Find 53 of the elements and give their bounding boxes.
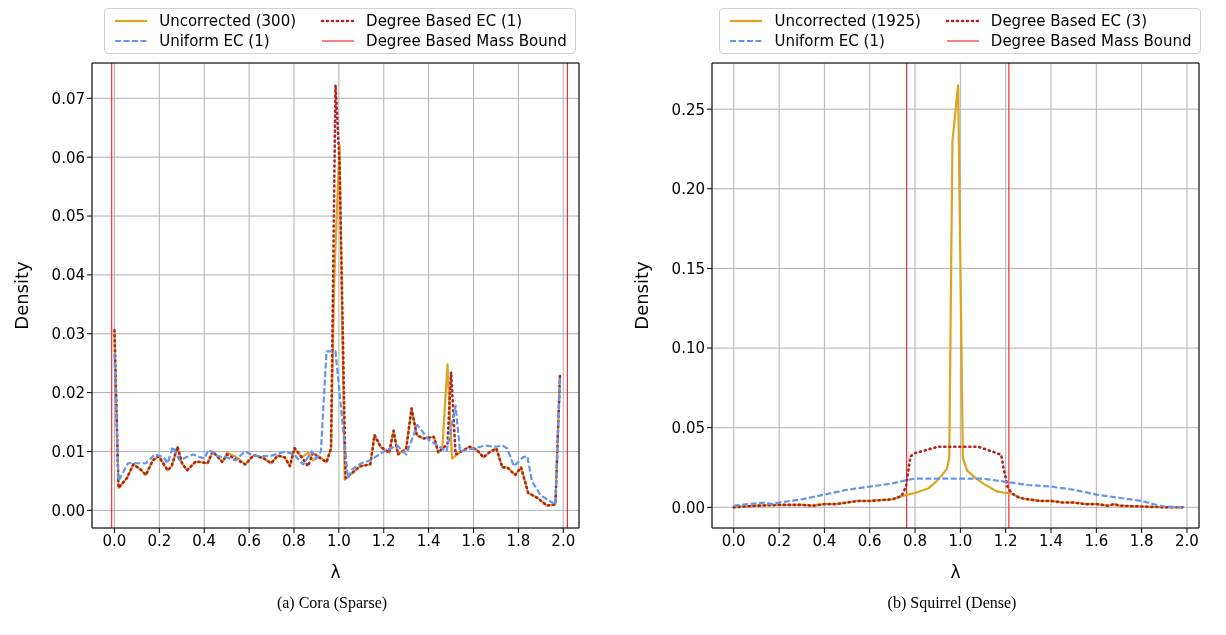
x-tick-label: 1.4 [416,531,441,550]
y-tick-label: 0.15 [671,259,705,278]
x-tick-label: 0.0 [721,531,746,550]
x-tick-label: 0.8 [282,531,306,550]
y-tick-label: 0.01 [51,442,85,461]
text: (a) Cora (Sparse) [275,594,389,612]
y-tick-label: 0.05 [671,419,705,437]
x-tick-label: 0.2 [767,531,792,550]
x-tick-label: 1.8 [1129,531,1154,550]
legend-label: Uniform EC (1) [774,32,885,50]
x-tick-label: 2.0 [1175,531,1199,550]
legend-label: Degree Based Mass Bound [990,32,1192,50]
y-tick-label: 0.10 [671,339,705,358]
y-tick-label: 0.00 [671,498,705,517]
x-tick-label: 0.2 [147,531,172,550]
legend-label: Degree Based Mass Bound [366,32,567,50]
y-tick-label: 0.02 [51,383,85,402]
x-tick-label: 1.2 [371,531,396,550]
y-tick-label: 0.06 [51,148,85,167]
x-tick-label: 1.6 [461,531,486,550]
legend-label: Uncorrected (300) [159,12,297,30]
x-tick-label: 2.0 [551,531,576,550]
legend-label: Uniform EC (1) [159,32,270,50]
x-tick-label: 0.4 [812,531,837,550]
y-axis-title: Density [631,260,653,330]
x-tick-label: 1.2 [993,531,1018,550]
x-tick-label: 0.6 [857,531,882,550]
y-tick-label: 0.00 [51,501,85,520]
y-tick-label: 0.07 [51,89,85,108]
x-tick-label: 0.8 [903,531,927,550]
x-tick-label: 0.6 [237,531,262,550]
x-tick-label: 0.0 [102,531,127,550]
line-series [113,350,562,506]
y-axis-title: Density [11,260,33,330]
legend-label: Degree Based EC (3) [990,12,1147,30]
line-series [732,445,1184,509]
y-tick-label: 0.04 [51,266,85,285]
legend-label: Uncorrected (1925) [774,12,921,30]
x-tick-label: 0.4 [192,531,217,550]
y-tick-label: 0.03 [51,325,85,344]
text: (b) Squirrel (Dense) [886,594,1018,612]
x-axis-title: λ [950,562,961,582]
x-tick-label: 1.0 [948,531,973,550]
x-tick-label: 1.6 [1084,531,1109,550]
x-tick-label: 1.8 [506,531,531,550]
x-tick-label: 1.0 [326,531,351,550]
y-tick-label: 0.20 [671,180,705,199]
legend-label: Degree Based EC (1) [366,12,523,30]
x-tick-label: 1.4 [1039,531,1063,550]
line-series [732,477,1184,509]
y-tick-label: 0.25 [671,100,705,119]
x-axis-title: λ [330,562,341,582]
y-tick-label: 0.05 [51,207,85,226]
